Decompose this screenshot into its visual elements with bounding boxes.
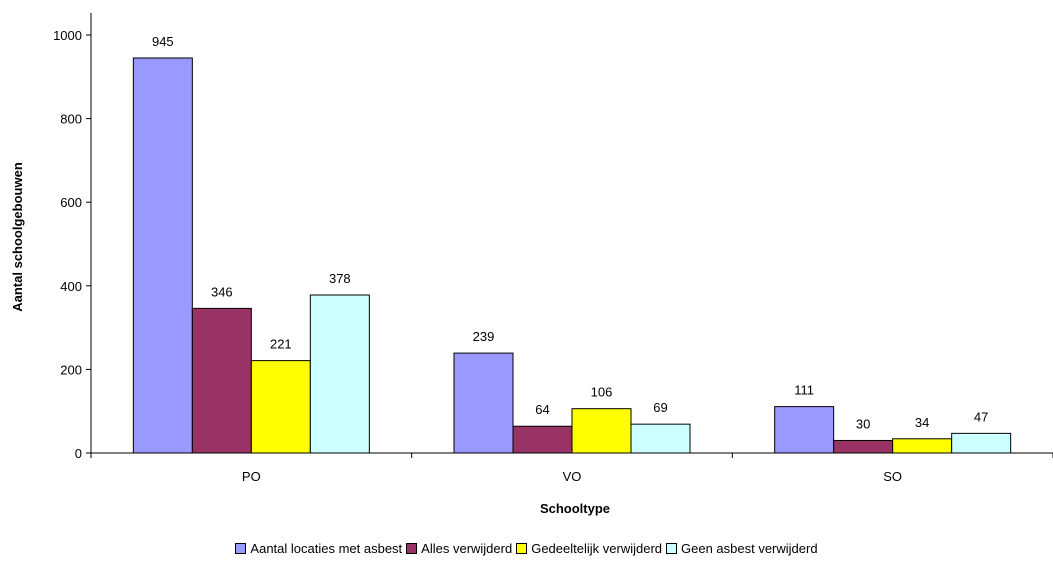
bar-value-label: 34 bbox=[915, 415, 929, 430]
legend-swatch bbox=[406, 543, 418, 554]
legend-item: Gedeeltelijk verwijderd bbox=[516, 541, 662, 556]
y-tick-label: 400 bbox=[60, 279, 82, 294]
y-tick-label: 0 bbox=[75, 446, 82, 461]
y-axis-ticks: 0 200 400 600 800 1000 bbox=[53, 28, 91, 461]
legend-item: Aantal locaties met asbest bbox=[235, 541, 402, 556]
y-tick-label: 200 bbox=[60, 362, 82, 377]
y-tick-label: 1000 bbox=[53, 28, 82, 43]
x-axis-ticks: PO VO SO bbox=[90, 453, 1053, 484]
bar bbox=[309, 294, 370, 454]
bar-value-label: 221 bbox=[270, 337, 292, 352]
x-axis-title: Schooltype bbox=[540, 501, 610, 516]
bar bbox=[250, 360, 311, 454]
legend-swatch bbox=[666, 543, 677, 554]
bar bbox=[512, 425, 573, 454]
bar-value-label: 378 bbox=[329, 271, 351, 286]
y-tick-label: 800 bbox=[60, 112, 82, 127]
bar-data-labels: 945 346 221 378 239 64 106 69 111 30 34 47 bbox=[152, 34, 988, 431]
bars bbox=[132, 57, 1012, 454]
bar-value-label: 346 bbox=[211, 284, 233, 299]
bar-value-label: 945 bbox=[152, 34, 174, 49]
y-axis-title: Aantal schoolgebouwen bbox=[10, 162, 25, 312]
legend-swatch bbox=[516, 543, 528, 554]
bar-value-label: 69 bbox=[653, 400, 667, 415]
x-tick-label: PO bbox=[242, 469, 261, 484]
y-tick-label: 600 bbox=[60, 195, 82, 210]
bar-value-label: 30 bbox=[856, 416, 870, 431]
legend-label: Aantal locaties met asbest bbox=[250, 541, 403, 556]
bar bbox=[951, 432, 1012, 454]
bar-value-label: 47 bbox=[974, 409, 988, 424]
x-tick-label: VO bbox=[563, 469, 582, 484]
bar bbox=[571, 408, 632, 454]
bar-value-label: 64 bbox=[535, 402, 549, 417]
legend-label: Alles verwijderd bbox=[421, 541, 513, 556]
legend-swatch bbox=[235, 543, 247, 554]
legend-item: Alles verwijderd bbox=[406, 541, 512, 556]
legend-label: Gedeeltelijk verwijderd bbox=[531, 541, 662, 556]
chart-legend: Aantal locaties met asbest Alles verwijde… bbox=[0, 541, 1053, 557]
bar-value-label: 239 bbox=[473, 329, 495, 344]
bar bbox=[892, 438, 953, 454]
bar bbox=[630, 423, 691, 454]
legend-label: Geen asbest verwijderd bbox=[681, 541, 818, 556]
bar bbox=[453, 352, 514, 454]
bar-value-label: 111 bbox=[794, 383, 814, 398]
bar bbox=[191, 307, 252, 454]
bar bbox=[132, 57, 193, 454]
x-tick-label: SO bbox=[883, 469, 902, 484]
bar bbox=[774, 406, 835, 454]
bar-value-label: 106 bbox=[591, 385, 613, 400]
bar bbox=[833, 439, 894, 454]
legend-item: Geen asbest verwijderd bbox=[666, 541, 818, 556]
